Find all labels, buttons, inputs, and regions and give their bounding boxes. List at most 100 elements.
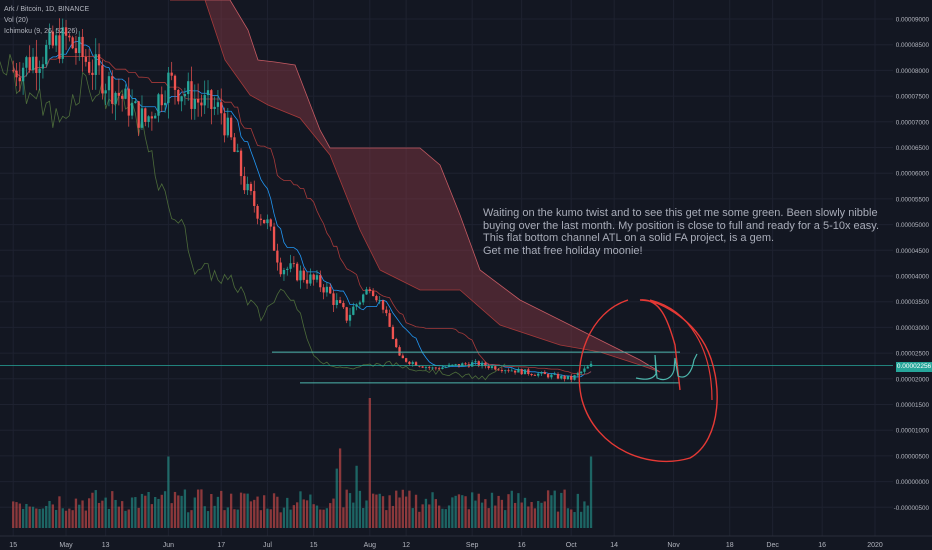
candle-body (543, 372, 546, 375)
price-tick-label: 0.00000000 (896, 479, 930, 486)
candle-body (78, 36, 81, 54)
volume-bar (262, 495, 266, 528)
volume-bar (365, 500, 368, 528)
candle-body (477, 361, 480, 367)
volume-bar (71, 510, 74, 528)
candle-body (302, 270, 305, 280)
candle-body (239, 150, 243, 177)
candle-body (537, 373, 540, 376)
volume-bar (305, 500, 309, 528)
volume-bar (487, 508, 490, 528)
volume-bars (12, 398, 593, 528)
volume-bar (74, 498, 78, 528)
price-tick-label: 0.00008000 (896, 68, 930, 75)
volume-bar (127, 509, 130, 528)
candle-body (299, 270, 302, 281)
volume-bar (196, 489, 200, 528)
time-axis[interactable]: 15 May 13 Jun 17 Jul 15 Aug 12 Sep 16 Oct 14 Nov 18 Dec… (0, 535, 932, 549)
candle-body (190, 81, 193, 109)
note-line: Waiting on the kumo twist and to see thi… (483, 207, 878, 219)
candle-body (305, 279, 309, 284)
volume-bar (190, 510, 193, 528)
volume-bar (117, 506, 121, 528)
volume-bar (167, 456, 170, 528)
candle-body (342, 303, 345, 308)
volume-bar (259, 510, 263, 528)
candle-body (160, 94, 163, 106)
candle-body (124, 88, 127, 99)
candle-body (266, 219, 269, 224)
candle-body (196, 98, 200, 103)
volume-bar (48, 500, 51, 528)
candle-body (117, 92, 121, 96)
volume-bar (338, 448, 342, 528)
volume-bar (480, 502, 484, 528)
price-tick-label: 0.00005000 (896, 222, 930, 229)
volume-bar (150, 504, 154, 528)
price-tick-label: 0.00004000 (896, 274, 930, 281)
volume-bar (101, 500, 104, 528)
candle-body (170, 72, 173, 76)
candle-body (296, 263, 299, 281)
time-tick-label: 18 (726, 542, 734, 549)
volume-bar (352, 502, 355, 528)
volume-bar (64, 510, 68, 528)
candle-body (38, 68, 41, 73)
volume-indicator-label[interactable]: Vol (20) (4, 17, 29, 24)
time-tick-label: 15 (9, 542, 17, 549)
candle-body (540, 372, 543, 374)
candle-body (451, 364, 454, 366)
volume-bar (78, 504, 81, 528)
candle-body (474, 361, 477, 363)
candle-body (28, 57, 31, 71)
price-tick-label: 0.00002500 (896, 351, 930, 358)
candle-body (256, 205, 259, 219)
volume-bar (193, 497, 196, 528)
volume-bar (137, 507, 140, 528)
volume-bar (563, 489, 566, 528)
volume-bar (253, 499, 256, 528)
candle-body (520, 369, 523, 375)
volume-bar (560, 492, 563, 528)
candle-body (348, 314, 352, 321)
volume-bar (312, 504, 315, 528)
candle-body (352, 306, 355, 315)
candle-body (404, 358, 408, 362)
volume-bar (45, 505, 48, 528)
volume-bar (246, 493, 249, 528)
candle-body (546, 374, 550, 378)
volume-bar (520, 502, 523, 528)
green-squiggle-drawing (635, 353, 698, 381)
time-tick-label: 17 (217, 542, 225, 549)
candle-body (137, 101, 140, 128)
candle-body (111, 76, 114, 104)
volume-bar (94, 490, 97, 528)
volume-bar (292, 505, 296, 528)
note-line: Get me that free holiday moonie! (483, 244, 643, 257)
price-axis[interactable]: 0.00009000 0.00008500 0.00008000 0.00007500… (893, 0, 932, 550)
volume-bar (467, 509, 471, 528)
ichimoku-indicator-label[interactable]: Ichimoku (9, 26, 52, 26) (4, 28, 78, 35)
candle-body (576, 373, 579, 376)
candle-body (533, 375, 537, 376)
candle-body (91, 72, 94, 75)
candle-body (579, 371, 583, 374)
volume-bar (187, 512, 190, 528)
volume-bar (239, 492, 243, 528)
candle-body (513, 370, 517, 373)
volume-bar (25, 503, 28, 528)
symbol-label[interactable]: Ark / Bitcoin, 1D, BINANCE (4, 6, 90, 13)
candle-body (523, 369, 527, 375)
volume-bar (368, 398, 371, 528)
candle-body (279, 262, 282, 275)
time-tick-label: 14 (610, 542, 618, 549)
candle-body (84, 56, 88, 62)
volume-bar (404, 496, 408, 528)
candle-body (355, 304, 358, 307)
candle-body (457, 364, 461, 367)
candle-body (41, 64, 45, 69)
volume-bar (282, 507, 286, 528)
volume-bar (497, 495, 500, 528)
candle-body (589, 363, 593, 367)
